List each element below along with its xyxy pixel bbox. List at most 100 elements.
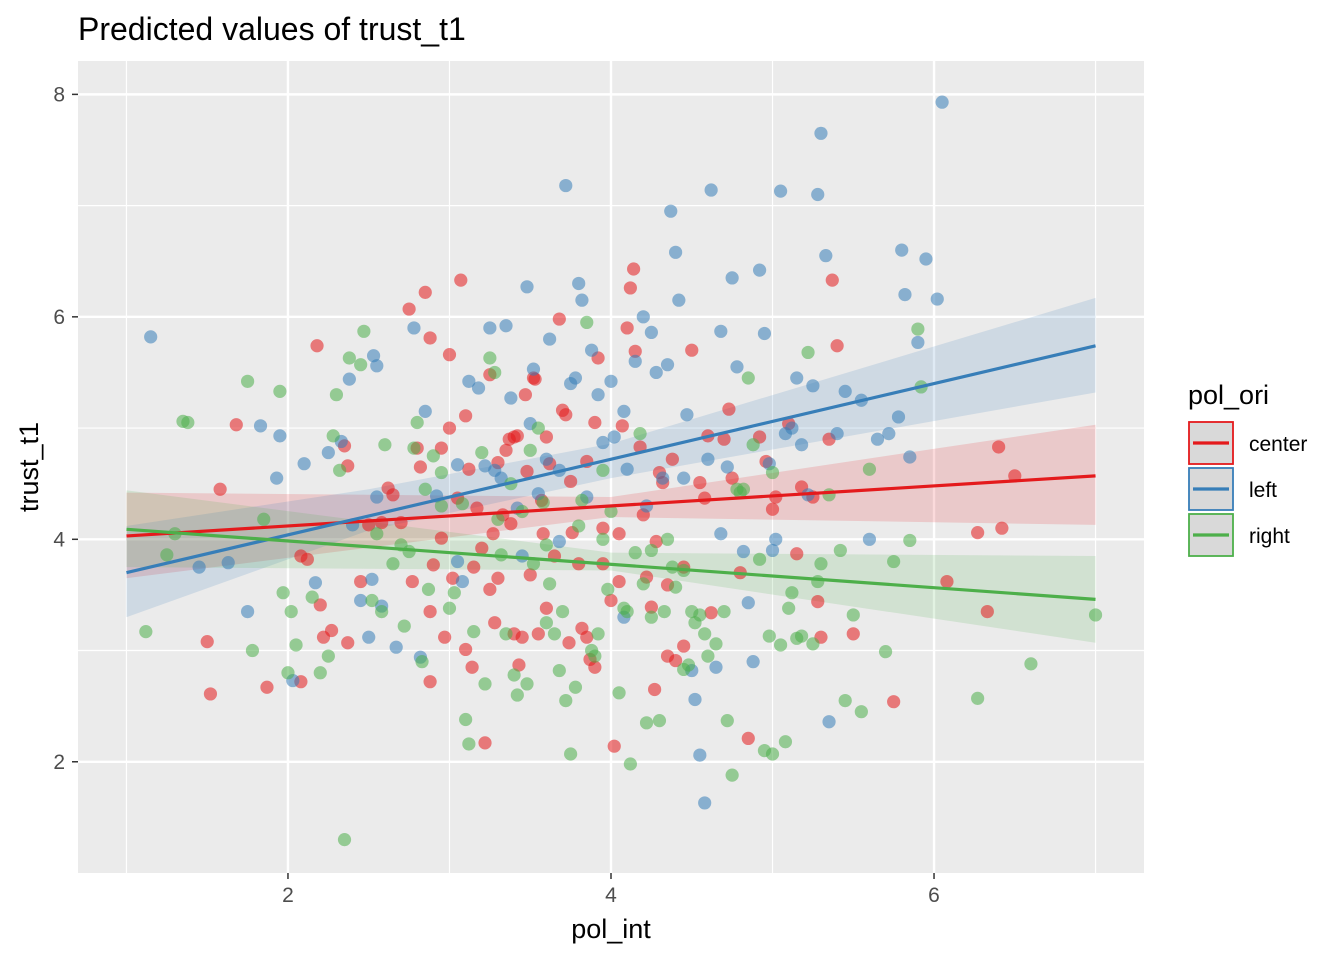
point-right — [833, 543, 847, 558]
point-right — [633, 427, 647, 441]
point-center — [520, 464, 534, 479]
point-right — [357, 324, 371, 338]
point-left — [649, 365, 663, 380]
point-center — [992, 440, 1006, 454]
point-center — [698, 491, 712, 505]
point-right — [462, 737, 476, 751]
point-center — [539, 430, 553, 444]
point-left — [568, 371, 583, 385]
point-center — [454, 273, 468, 287]
point-right — [1024, 657, 1038, 671]
point-center — [442, 421, 457, 435]
legend-label-right: right — [1249, 525, 1290, 548]
point-center — [467, 560, 481, 574]
point-right — [313, 666, 327, 680]
point-center — [588, 660, 602, 674]
point-center — [648, 682, 662, 697]
point-left — [736, 544, 751, 559]
point-left — [714, 527, 728, 541]
axes: 2 4 6 2 4 6 8 — [53, 83, 940, 907]
point-left — [862, 532, 877, 546]
point-center — [665, 452, 679, 466]
point-left — [628, 354, 642, 368]
point-left — [273, 429, 287, 443]
point-center — [462, 462, 476, 476]
point-left — [814, 126, 828, 140]
fit-line-left — [126, 344, 1096, 575]
point-center — [628, 344, 642, 358]
point-left — [677, 471, 691, 485]
point-center — [515, 630, 529, 644]
point-right — [455, 497, 470, 511]
point-left — [559, 178, 573, 193]
x-axis-title: pol_int — [571, 914, 651, 944]
point-right — [552, 663, 566, 678]
point-right — [426, 449, 440, 463]
point-center — [341, 636, 355, 650]
point-left — [911, 335, 925, 350]
point-right — [410, 415, 424, 430]
major-gridlines — [78, 61, 1144, 873]
point-right — [245, 643, 260, 658]
point-right — [588, 649, 602, 663]
point-center — [790, 547, 804, 561]
point-right — [326, 429, 340, 443]
point-right — [636, 577, 650, 591]
point-center — [980, 605, 994, 619]
point-right — [478, 677, 492, 691]
point-center — [518, 388, 532, 402]
legend: pol_ori center left right — [1188, 380, 1307, 557]
point-left — [221, 556, 235, 570]
point-right — [281, 666, 295, 680]
point-right — [911, 322, 925, 336]
point-center — [704, 606, 718, 620]
point-center — [825, 273, 839, 287]
point-right — [555, 605, 570, 619]
legend-title: pol_ori — [1188, 380, 1269, 410]
point-center — [887, 695, 901, 709]
point-left — [607, 430, 621, 444]
point-center — [470, 501, 484, 515]
point-right — [378, 438, 392, 452]
point-right — [854, 705, 868, 719]
point-left — [483, 321, 497, 335]
point-center — [405, 574, 419, 589]
chart-title: Predicted values of trust_t1 — [78, 11, 466, 47]
point-right — [862, 462, 877, 476]
point-left — [656, 471, 670, 485]
fit-line-center — [126, 474, 1096, 538]
point-center — [229, 418, 243, 432]
point-right — [782, 601, 796, 615]
point-center — [491, 571, 505, 585]
point-center — [536, 527, 550, 541]
point-right — [397, 619, 411, 633]
point-right — [572, 519, 586, 533]
point-center — [722, 402, 736, 416]
point-center — [510, 429, 524, 443]
point-center — [504, 517, 518, 531]
point-center — [200, 635, 214, 649]
point-center — [423, 605, 437, 619]
point-right — [568, 680, 583, 694]
x-tick-label: 2 — [282, 884, 294, 907]
point-right — [475, 445, 489, 460]
point-right — [547, 627, 562, 641]
point-right — [539, 616, 553, 630]
point-left — [898, 287, 912, 302]
point-left — [794, 438, 809, 452]
point-left — [660, 358, 675, 372]
point-left — [370, 359, 384, 373]
point-center — [741, 731, 755, 746]
point-right — [257, 512, 271, 526]
point-right — [701, 649, 715, 663]
point-center — [423, 675, 437, 689]
point-center — [604, 593, 618, 608]
point-right — [337, 833, 352, 847]
point-left — [450, 554, 465, 569]
point-center — [423, 331, 437, 345]
point-right — [591, 627, 605, 641]
point-left — [811, 187, 825, 202]
point-right — [386, 557, 400, 571]
point-left — [895, 243, 909, 257]
point-center — [459, 642, 473, 657]
